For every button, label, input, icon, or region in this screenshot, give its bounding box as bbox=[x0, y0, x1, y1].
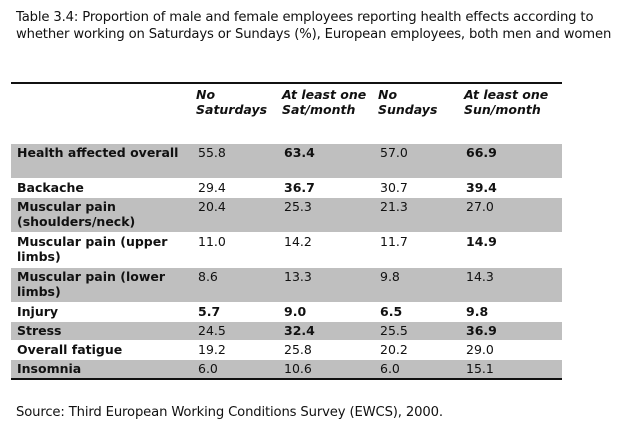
header-no-saturdays: No Saturdays bbox=[196, 87, 268, 117]
table-cell: 5.7 bbox=[192, 302, 278, 322]
header-row: No Saturdays At least one Sat/month No S… bbox=[11, 83, 562, 144]
row-label: Muscular pain (shoulders/neck) bbox=[11, 197, 192, 233]
table-row: Overall fatigue 19.2 25.8 20.2 29.0 bbox=[11, 340, 562, 360]
data-table-container: No Saturdays At least one Sat/month No S… bbox=[11, 82, 562, 380]
table-cell: 25.8 bbox=[278, 340, 374, 360]
table-row: Muscular pain (lower limbs) 8.6 13.3 9.8… bbox=[11, 267, 562, 303]
table-row: Injury 5.7 9.0 6.5 9.8 bbox=[11, 302, 562, 322]
table-cell: 10.6 bbox=[278, 359, 374, 380]
table-cell: 30.7 bbox=[374, 178, 460, 198]
health-effects-table: No Saturdays At least one Sat/month No S… bbox=[11, 82, 562, 380]
table-caption: Table 3.4: Proportion of male and female… bbox=[16, 10, 612, 42]
table-cell: 8.6 bbox=[192, 267, 278, 303]
table-cell: 36.7 bbox=[278, 178, 374, 198]
row-label: Injury bbox=[11, 302, 192, 322]
row-label: Backache bbox=[11, 178, 192, 198]
table-cell: 29.4 bbox=[192, 178, 278, 198]
table-cell: 13.3 bbox=[278, 267, 374, 303]
table-cell: 39.4 bbox=[460, 178, 562, 198]
table-cell: 14.3 bbox=[460, 267, 562, 303]
row-label: Insomnia bbox=[11, 359, 192, 380]
table-cell: 11.7 bbox=[374, 232, 460, 268]
table-cell: 25.3 bbox=[278, 197, 374, 233]
table-row: Insomnia 6.0 10.6 6.0 15.1 bbox=[11, 359, 562, 380]
table-cell: 19.2 bbox=[192, 340, 278, 360]
table-cell: 29.0 bbox=[460, 340, 562, 360]
table-cell: 15.1 bbox=[460, 359, 562, 380]
header-cell-empty bbox=[11, 83, 192, 144]
row-label: Muscular pain (upper limbs) bbox=[11, 232, 192, 268]
header-at-least-one-sun: At least one Sun/month bbox=[464, 87, 549, 117]
table-cell: 27.0 bbox=[460, 197, 562, 233]
table-cell: 11.0 bbox=[192, 232, 278, 268]
row-label: Health affected overall bbox=[11, 143, 192, 179]
header-at-least-one-sat: At least one Sat/month bbox=[282, 87, 367, 117]
table-cell: 25.5 bbox=[374, 321, 460, 341]
source-note: Source: Third European Working Condition… bbox=[16, 405, 443, 420]
table-row: Muscular pain (shoulders/neck) 20.4 25.3… bbox=[11, 197, 562, 233]
header-no-sundays: No Sundays bbox=[378, 87, 438, 117]
row-label: Stress bbox=[11, 321, 192, 341]
row-label: Muscular pain (lower limbs) bbox=[11, 267, 192, 303]
table-cell: 6.0 bbox=[374, 359, 460, 380]
table-cell: 57.0 bbox=[374, 143, 460, 179]
row-label: Overall fatigue bbox=[11, 340, 192, 360]
table-cell: 9.0 bbox=[278, 302, 374, 322]
table-row: Muscular pain (upper limbs) 11.0 14.2 11… bbox=[11, 232, 562, 268]
table-cell: 66.9 bbox=[460, 143, 562, 179]
table-cell: 32.4 bbox=[278, 321, 374, 341]
table-cell: 36.9 bbox=[460, 321, 562, 341]
table-cell: 6.5 bbox=[374, 302, 460, 322]
table-row: Stress 24.5 32.4 25.5 36.9 bbox=[11, 321, 562, 341]
table-cell: 55.8 bbox=[192, 143, 278, 179]
table-cell: 24.5 bbox=[192, 321, 278, 341]
table-row: Backache 29.4 36.7 30.7 39.4 bbox=[11, 178, 562, 198]
table-cell: 14.9 bbox=[460, 232, 562, 268]
table-cell: 14.2 bbox=[278, 232, 374, 268]
table-cell: 9.8 bbox=[374, 267, 460, 303]
table-cell: 9.8 bbox=[460, 302, 562, 322]
table-cell: 21.3 bbox=[374, 197, 460, 233]
table-cell: 63.4 bbox=[278, 143, 374, 179]
table-row: Health affected overall 55.8 63.4 57.0 6… bbox=[11, 143, 562, 179]
table-cell: 6.0 bbox=[192, 359, 278, 380]
table-cell: 20.2 bbox=[374, 340, 460, 360]
table-cell: 20.4 bbox=[192, 197, 278, 233]
